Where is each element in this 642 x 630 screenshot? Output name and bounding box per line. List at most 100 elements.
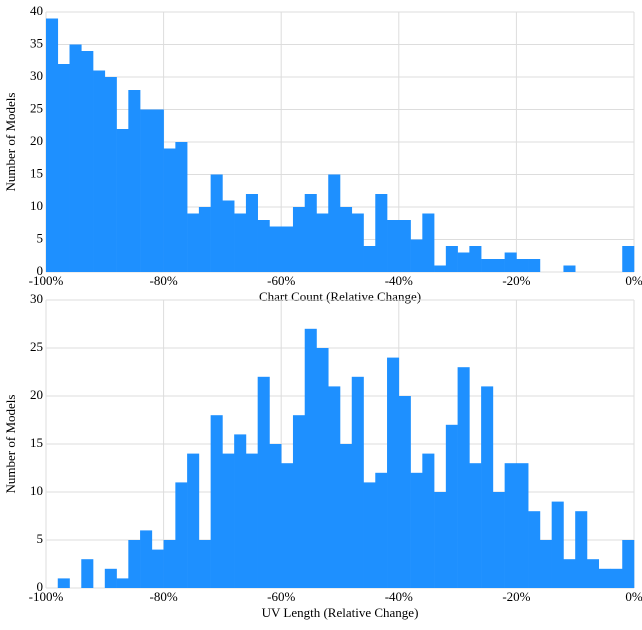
bar (281, 463, 294, 588)
bar (622, 540, 635, 588)
y-tick-label: 25 (30, 100, 43, 115)
bar (445, 424, 458, 588)
bar (375, 194, 388, 272)
x-axis-label: UV Length (Relative Change) (262, 605, 419, 620)
bar (539, 540, 552, 588)
bar (410, 472, 423, 588)
y-tick-label: 20 (30, 133, 43, 148)
y-tick-label: 35 (30, 35, 43, 50)
y-tick-label: 20 (30, 387, 43, 402)
bar (340, 444, 353, 588)
bar (163, 540, 176, 588)
y-tick-label: 0 (37, 579, 44, 594)
bar (457, 367, 470, 588)
bar (175, 482, 188, 588)
y-tick-label: 5 (37, 531, 44, 546)
bar (575, 511, 588, 588)
x-tick-label: -100% (29, 273, 64, 288)
bar (93, 70, 106, 272)
bar (328, 386, 341, 588)
bar (563, 559, 576, 588)
y-tick-label: 10 (30, 483, 43, 498)
bar (316, 348, 329, 588)
y-tick-label: 5 (37, 230, 44, 245)
x-tick-label: 0% (625, 273, 642, 288)
bar (187, 453, 200, 588)
bar (363, 246, 376, 272)
bar (269, 444, 282, 588)
y-tick-label: 40 (30, 3, 43, 18)
x-tick-label: -40% (385, 589, 413, 604)
bar (481, 386, 494, 588)
x-tick-label: -20% (502, 589, 530, 604)
bar (234, 434, 247, 588)
bar (481, 259, 494, 272)
bar (516, 259, 529, 272)
y-tick-label: 10 (30, 198, 43, 213)
y-tick-label: 30 (30, 68, 43, 83)
bar (528, 259, 541, 272)
bar (198, 540, 211, 588)
bar (563, 265, 576, 272)
bar (104, 77, 117, 272)
bar (469, 246, 482, 272)
bar (292, 207, 306, 272)
x-tick-label: 0% (625, 589, 642, 604)
bar (198, 207, 211, 272)
bar (457, 252, 470, 272)
bar (116, 129, 129, 272)
bar (292, 415, 306, 588)
bar (304, 194, 317, 272)
bar (445, 246, 458, 272)
bar (175, 142, 188, 272)
bar (187, 213, 200, 272)
x-tick-label: -80% (150, 273, 178, 288)
bar (375, 472, 388, 588)
bar (222, 200, 235, 272)
bar (128, 540, 141, 588)
bar (410, 239, 423, 272)
bar (57, 578, 70, 588)
bar (340, 207, 353, 272)
bar (140, 109, 153, 272)
bar (104, 568, 117, 588)
bar (328, 174, 341, 272)
bar (351, 213, 364, 272)
bar (469, 463, 482, 588)
bar (504, 463, 517, 588)
bar (492, 259, 505, 272)
bar (363, 482, 376, 588)
x-tick-label: -60% (267, 273, 295, 288)
bar (551, 501, 564, 588)
x-tick-label: -80% (150, 589, 178, 604)
bar (245, 453, 258, 588)
bar (46, 18, 59, 272)
bar (257, 220, 270, 272)
y-tick-label: 15 (30, 165, 43, 180)
bar (69, 44, 82, 272)
bar (528, 511, 541, 588)
bar (387, 220, 400, 272)
bar (586, 559, 600, 588)
bar (234, 213, 247, 272)
bar (610, 568, 623, 588)
bar (492, 492, 505, 588)
bar (257, 376, 270, 588)
x-axis-label: Chart Count (Relative Change) (259, 289, 421, 304)
bar (151, 549, 164, 588)
bar (210, 174, 223, 272)
bar (81, 559, 94, 588)
bar (516, 463, 529, 588)
bar (398, 396, 411, 588)
bar (622, 246, 635, 272)
bar (304, 328, 317, 588)
bar (351, 376, 364, 588)
x-tick-label: -40% (385, 273, 413, 288)
y-axis-label: Number of Models (3, 395, 18, 494)
bar (387, 357, 400, 588)
bar (434, 265, 447, 272)
bar (269, 226, 282, 272)
bar (316, 213, 329, 272)
bar (151, 109, 164, 272)
